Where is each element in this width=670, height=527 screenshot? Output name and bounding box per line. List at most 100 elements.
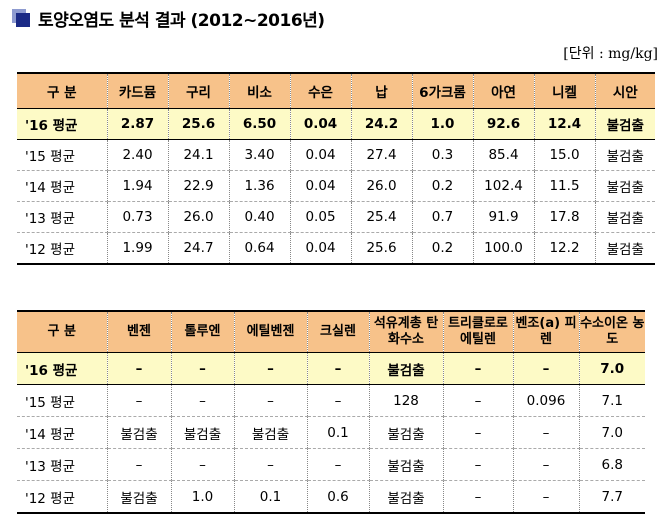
column-header: 수소이온 농도 <box>578 310 645 353</box>
table-cell: – <box>442 384 514 417</box>
table-cell: 25.6 <box>167 108 230 140</box>
table-cell: 26.0 <box>350 170 413 202</box>
table-cell: 불검출 <box>233 416 308 449</box>
organic-compounds-table: 구 분 벤젠 톨루엔 에틸벤젠 크실렌 석유계총 탄화수소 트리클로로 에틸렌 벤조(a) 피… <box>17 310 645 514</box>
table-row: '13 평균 – – – – 불검출 – –6.8 <box>17 448 645 481</box>
table-cell: 7.0 <box>578 352 645 385</box>
table-cell: 불검출 <box>594 232 655 265</box>
row-label: '13 평균 <box>17 201 108 233</box>
table-cell: 0.04 <box>289 139 352 171</box>
table-cell: 0.2 <box>411 232 474 265</box>
table-row: '15 평균 2.40 24.1 3.40 0.04 27.4 0.3 85.4 15.0 불검출 <box>17 139 655 171</box>
column-header: 6가크롬 <box>411 72 474 109</box>
table-cell: – <box>170 448 235 481</box>
table-cell: 불검출 <box>594 201 655 233</box>
table-cell: – <box>306 448 370 481</box>
table-cell: 불검출 <box>368 448 444 481</box>
table-cell: 128 <box>368 384 444 417</box>
table-cell: 0.04 <box>289 108 352 140</box>
column-header: 아연 <box>472 72 535 109</box>
column-header: 에틸벤젠 <box>233 310 308 353</box>
table-row: '13 평균 0.73 26.0 0.40 0.05 25.4 0.7 91.9 17.8 불검출 <box>17 201 655 233</box>
table-cell: 6.8 <box>578 448 645 481</box>
unit-label: [단위 : mg/kg] <box>563 46 658 62</box>
table-cell: 2.40 <box>106 139 169 171</box>
table-cell: 100.0 <box>472 232 535 265</box>
table-cell: 1.36 <box>228 170 291 202</box>
table-cell: 0.2 <box>411 170 474 202</box>
table-row: '16 평균 2.87 25.6 6.50 0.04 24.2 1.0 92.6 12.4 불검출 <box>17 108 655 140</box>
table-cell: – <box>512 352 580 385</box>
table-row: '14 평균 1.94 22.9 1.36 0.04 26.0 0.2 102.4 11.5 불검… <box>17 170 655 202</box>
table-cell: 25.4 <box>350 201 413 233</box>
table-cell: 22.9 <box>167 170 230 202</box>
table-cell: 불검출 <box>106 416 172 449</box>
table-cell: 24.1 <box>167 139 230 171</box>
column-header: 카드뮴 <box>106 72 169 109</box>
table-cell: 24.2 <box>350 108 413 140</box>
table-cell: – <box>442 352 514 385</box>
table-row: '14 평균 불검출 불검출 불검출 0.1 불검출 – –7.0 <box>17 416 645 449</box>
table-cell: – <box>512 416 580 449</box>
table-cell: 불검출 <box>594 170 655 202</box>
column-header: 구리 <box>167 72 230 109</box>
table-cell: 불검출 <box>368 416 444 449</box>
row-label: '14 평균 <box>17 170 108 202</box>
table-cell: – <box>306 384 370 417</box>
table-cell: 12.4 <box>533 108 596 140</box>
table-cell: 7.7 <box>578 480 645 514</box>
table-header-row: 구 분 카드뮴 구리 비소 수은 납 6가크롬 아연 니켈 시안 <box>17 72 655 109</box>
column-header: 트리클로로 에틸렌 <box>442 310 514 353</box>
table-row: '12 평균 불검출 1.0 0.1 0.6 불검출 – –7.7 <box>17 480 645 514</box>
table-cell: 11.5 <box>533 170 596 202</box>
table-cell: 불검출 <box>368 352 444 385</box>
table-cell: 25.6 <box>350 232 413 265</box>
table-cell: 불검출 <box>170 416 235 449</box>
table-cell: 24.7 <box>167 232 230 265</box>
table-cell: – <box>442 416 514 449</box>
table-cell: 0.3 <box>411 139 474 171</box>
table-cell: 1.0 <box>411 108 474 140</box>
table-cell: 0.73 <box>106 201 169 233</box>
table-cell: 0.04 <box>289 232 352 265</box>
row-label: '16 평균 <box>17 108 108 140</box>
table-cell: – <box>170 352 235 385</box>
table-cell: 7.0 <box>578 416 645 449</box>
table-cell: 92.6 <box>472 108 535 140</box>
table-cell: 3.40 <box>228 139 291 171</box>
page-title: 토양오염도 분석 결과 (2012~2016년) <box>38 10 325 31</box>
table-cell: 26.0 <box>167 201 230 233</box>
table-cell: 0.6 <box>306 480 370 514</box>
column-header: 시안 <box>594 72 655 109</box>
table-cell: – <box>233 352 308 385</box>
table-cell: – <box>512 480 580 514</box>
table-cell: 12.2 <box>533 232 596 265</box>
table-cell: – <box>233 384 308 417</box>
table-cell: 불검출 <box>594 139 655 171</box>
column-header: 니켈 <box>533 72 596 109</box>
row-label: '14 평균 <box>17 416 108 449</box>
column-header: 구 분 <box>17 72 108 109</box>
table-row: '16 평균 – – – – 불검출 – –7.0 <box>17 352 645 385</box>
column-header: 톨루엔 <box>170 310 235 353</box>
table-cell: 0.04 <box>289 170 352 202</box>
table-cell: – <box>306 352 370 385</box>
table-cell: 불검출 <box>368 480 444 514</box>
column-header: 구 분 <box>17 310 108 353</box>
table-cell: 102.4 <box>472 170 535 202</box>
table-cell: 1.94 <box>106 170 169 202</box>
column-header: 비소 <box>228 72 291 109</box>
table-cell: – <box>106 448 172 481</box>
table-cell: 0.05 <box>289 201 352 233</box>
title-row: 토양오염도 분석 결과 (2012~2016년) <box>12 6 325 31</box>
table-cell: 91.9 <box>472 201 535 233</box>
table-cell: – <box>170 384 235 417</box>
square-bullet-icon <box>12 9 30 27</box>
table-cell: 불검출 <box>594 108 655 140</box>
table-cell: – <box>512 448 580 481</box>
table-row: '15 평균 – – – –128–0.096 7.1 <box>17 384 645 417</box>
column-header: 납 <box>350 72 413 109</box>
table-cell: 0.096 <box>512 384 580 417</box>
row-label: '15 평균 <box>17 139 108 171</box>
table-cell: 17.8 <box>533 201 596 233</box>
